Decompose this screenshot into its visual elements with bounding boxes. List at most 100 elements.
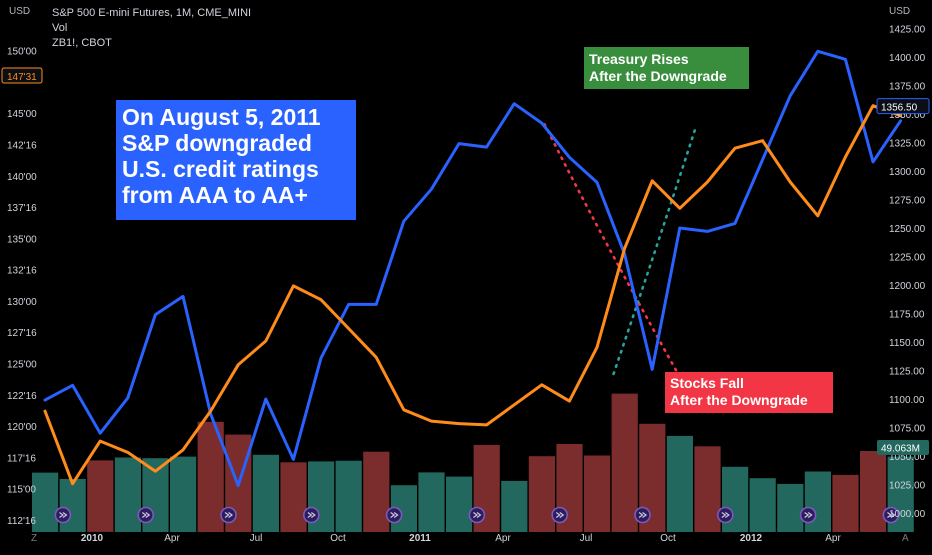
volume-value-label: 49.063M (881, 444, 920, 455)
x-axis-tick-label: Apr (825, 533, 841, 544)
event-marker-icon (385, 506, 403, 524)
left-axis-tick-label: 115'00 (7, 485, 36, 496)
left-axis-tick-label: 122'16 (7, 391, 37, 402)
right-axis-tick-label: 1225.00 (889, 253, 926, 264)
green-trend-arrow (612, 124, 698, 376)
right-axis-tick-label: 1000.00 (889, 509, 926, 520)
event-marker-glyph (390, 512, 399, 518)
x-axis-tick-label: Apr (164, 533, 180, 544)
event-marker-glyph (59, 512, 68, 518)
volume-bar (694, 446, 721, 532)
volume-bar (114, 457, 141, 532)
volume-bar (777, 483, 804, 532)
right-axis-tick-label: 1175.00 (889, 310, 925, 321)
left-axis-tick-label: 145'00 (7, 109, 37, 120)
volume-bar (666, 435, 693, 532)
right-axis-tick-label: 1275.00 (889, 196, 926, 207)
right-axis-tick-label: 1150.00 (889, 338, 925, 349)
event-marker-glyph (555, 512, 565, 518)
left-axis-tick-label: 150'00 (7, 47, 37, 58)
x-axis-tick-label: 2011 (409, 533, 431, 544)
event-marker-icon (137, 506, 154, 524)
left-last-value-label: 147'31 (7, 72, 37, 83)
x-axis-tick-label: Oct (330, 533, 346, 544)
event-marker-glyph (721, 512, 730, 518)
volume-bar (170, 456, 197, 532)
left-axis-tick-label: 135'00 (7, 234, 37, 245)
event-marker-icon (468, 506, 486, 524)
volume-bar (418, 472, 445, 532)
event-marker-icon (799, 506, 817, 524)
callout-line-1: On August 5, 2011 (122, 104, 321, 130)
event-marker-icon (634, 506, 651, 524)
right-axis-tick-label: 1075.00 (889, 424, 926, 435)
event-marker-glyph (804, 512, 813, 518)
x-axis-tick-label: Jul (250, 533, 263, 544)
left-last-value-badge (1, 67, 43, 84)
volume-bar (528, 456, 555, 532)
volume-bar (832, 474, 859, 532)
treasury-callout: Treasury Rises After the Downgrade (584, 47, 749, 89)
volume-layer (32, 393, 914, 533)
left-axis-tick-label: 112'16 (7, 516, 36, 527)
sp500-series-line (43, 49, 903, 488)
event-marker-icon (220, 506, 237, 524)
trend-arrow-layer (543, 122, 698, 384)
callout-line-2: S&P downgraded (122, 130, 312, 156)
auto-scale-icon[interactable]: A (902, 533, 909, 544)
treasury-line-2: After the Downgrade (589, 68, 727, 84)
volume-bar (584, 455, 611, 532)
x-axis-tick-label: 2010 (81, 533, 104, 544)
treasury-line-1: Treasury Rises (589, 51, 689, 67)
event-marker-glyph (307, 512, 316, 518)
x-axis-tick-label: 2012 (740, 533, 763, 544)
legend-title[interactable]: S&P 500 E-mini Futures, 1M, CME_MINI (52, 7, 252, 19)
event-marker-glyph (224, 512, 234, 518)
stocks-line-2: After the Downgrade (670, 392, 808, 408)
left-axis-tick-label: 117'16 (7, 453, 36, 464)
right-axis-tick-label: 1375.00 (889, 82, 926, 93)
zb-series-line (43, 104, 903, 486)
x-axis-tick-label: Jul (580, 533, 593, 544)
left-axis-tick-label: 130'00 (7, 297, 37, 308)
chart-legend: S&P 500 E-mini Futures, 1M, CME_MINI Vol… (52, 6, 251, 51)
stocks-line-1: Stocks Fall (670, 375, 744, 391)
legend-symbol[interactable]: ZB1!, CBOT (52, 37, 112, 49)
event-marker-glyph (887, 512, 896, 518)
event-marker-icon (302, 506, 320, 524)
right-axis-currency: USD (889, 6, 911, 17)
x-axis-tick-label: Oct (660, 533, 676, 544)
volume-bar (860, 451, 887, 532)
right-axis-tick-label: 1100.00 (889, 395, 925, 406)
callout-line-3: U.S. credit ratings (122, 156, 319, 182)
event-marker-icon (882, 506, 900, 524)
right-axis-tick-label: 1025.00 (889, 481, 926, 492)
right-axis-tick-label: 1200.00 (889, 281, 926, 292)
stocks-callout: Stocks Fall After the Downgrade (665, 372, 833, 413)
left-axis-tick-label: 140'00 (7, 172, 37, 183)
volume-bar (280, 462, 307, 533)
event-marker-icon (54, 506, 72, 524)
event-marker-glyph (638, 512, 648, 518)
right-axis-tick-label: 1050.00 (889, 452, 926, 463)
red-trend-arrow (543, 122, 684, 384)
event-marker-layer (54, 506, 900, 524)
right-axis-tick-label: 1400.00 (889, 53, 926, 64)
legend-volume[interactable]: Vol (52, 22, 68, 34)
volume-bar (363, 451, 390, 532)
volume-value-badge (877, 440, 929, 455)
x-axis-tick-label: Apr (495, 533, 511, 544)
left-axis-tick-label: 137'16 (7, 203, 37, 214)
volume-bar (32, 472, 59, 532)
left-axis-tick-label: 127'16 (7, 328, 37, 339)
volume-bar (611, 393, 638, 532)
axis-layer: 1000.00 1025.00 1050.00 1075.00 1100.00 1125.… (1, 25, 930, 544)
series-line-layer (43, 49, 903, 488)
logo-icon-left[interactable]: Z (31, 533, 38, 544)
left-axis-tick-label: 142'16 (7, 141, 37, 152)
volume-bar (446, 476, 473, 532)
right-axis-tick-label: 1125.00 (889, 367, 925, 378)
right-axis-tick-label: 1250.00 (889, 224, 926, 235)
